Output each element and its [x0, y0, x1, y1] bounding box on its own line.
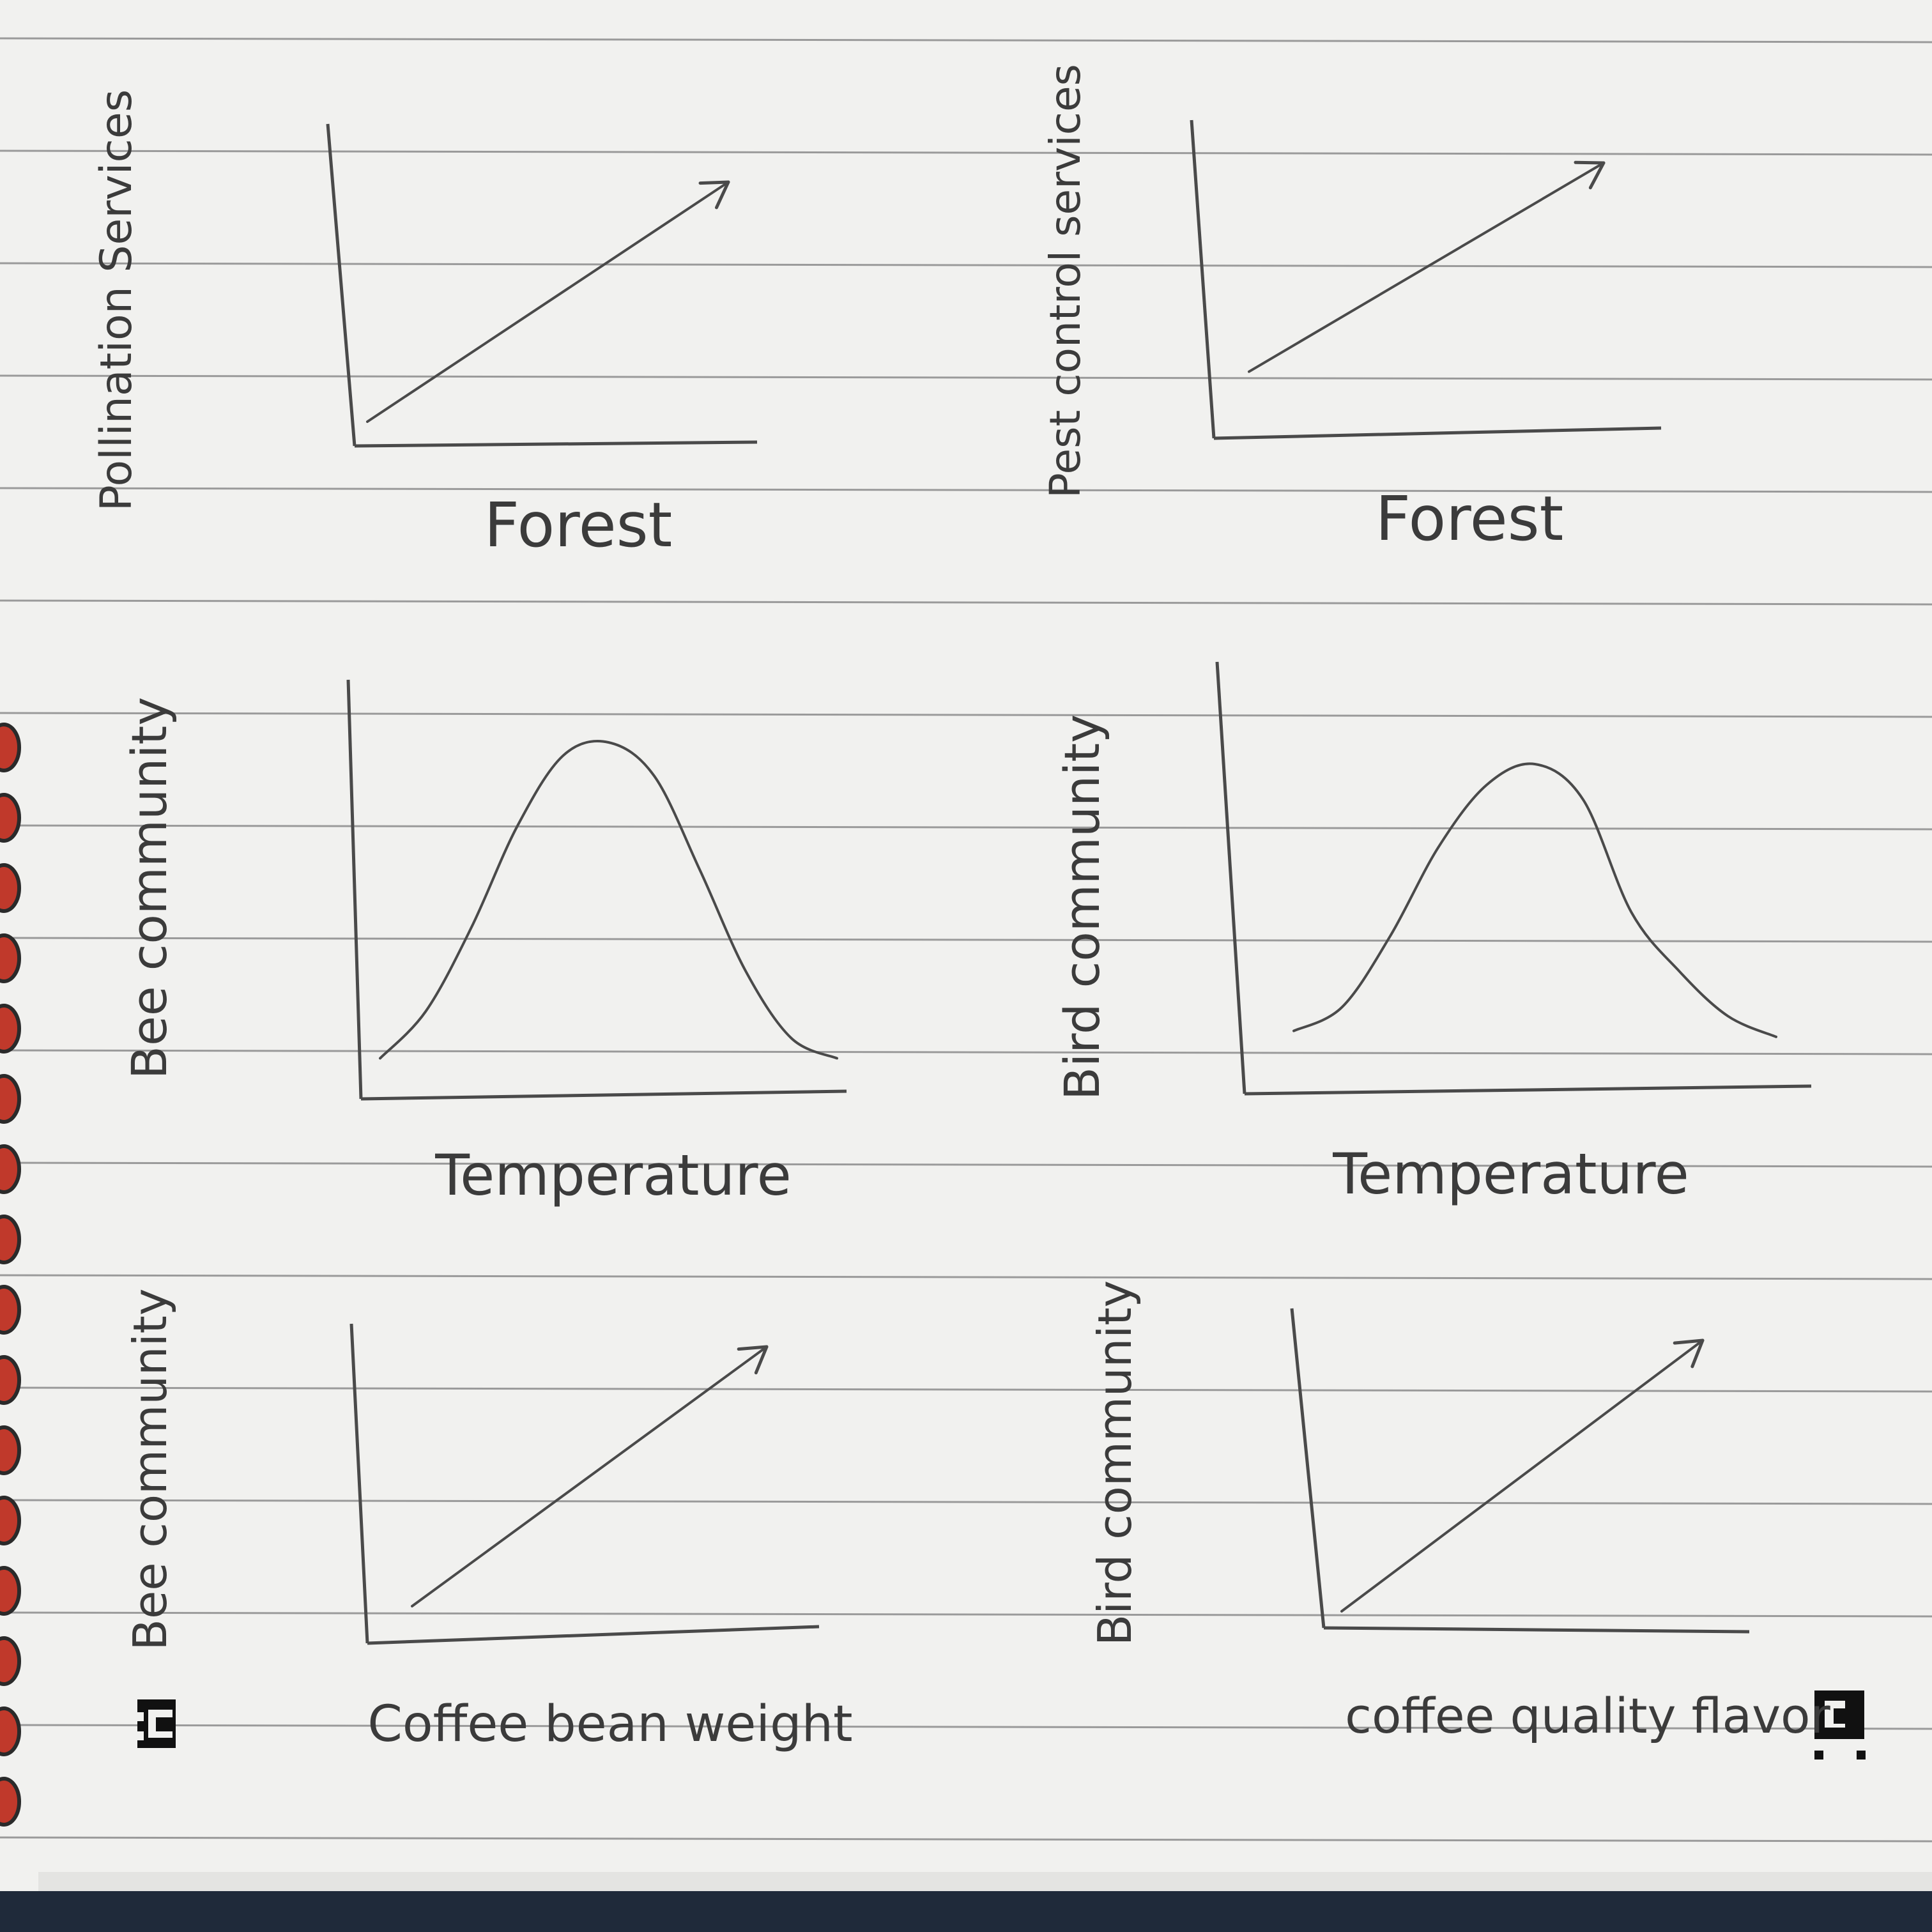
x-axis-label: Coffee bean weight [367, 1696, 852, 1753]
x-axis [367, 1625, 820, 1645]
plot-area [1340, 1338, 1705, 1613]
series-line [366, 181, 730, 423]
y-axis [1215, 661, 1246, 1094]
y-axis [1190, 119, 1216, 439]
x-axis [1213, 426, 1662, 440]
y-axis [346, 679, 363, 1100]
rule-line [0, 1724, 1932, 1730]
arrow-head-stroke [1588, 161, 1606, 190]
x-axis [1323, 1626, 1750, 1634]
x-axis [1244, 1084, 1812, 1096]
spiral-ring [0, 1496, 21, 1545]
spiral-ring [0, 1285, 21, 1335]
plot-area [411, 1345, 769, 1607]
chart-bird-community-coffee-quality: Bird community coffee quality flavor [1088, 1280, 1831, 1744]
plot-area [1248, 160, 1606, 373]
arrow-head-stroke [1673, 1338, 1705, 1345]
spiral-ring [0, 723, 21, 772]
chart-pest-control-forest: Pest control services Forest [1041, 64, 1662, 555]
ruled-lines [0, 37, 1932, 1843]
y-axis-label: Pest control services [1041, 64, 1090, 498]
x-axis-label: Forest [484, 489, 673, 561]
chart-pollination-forest: Pollination Services Forest [91, 89, 758, 561]
rule-line [0, 599, 1932, 606]
spiral-ring [0, 1074, 21, 1124]
rule-line [0, 1274, 1932, 1280]
arrow-head-stroke [737, 1345, 769, 1351]
chart-bird-community-temperature: Bird community Temperature [1054, 661, 1812, 1207]
corner-marker-right [1814, 1690, 1866, 1759]
y-axis-label: Bird community [1088, 1280, 1142, 1646]
y-axis [1290, 1308, 1326, 1629]
rule-line [0, 374, 1932, 381]
spiral-ring [0, 933, 21, 983]
rule-line [0, 712, 1932, 718]
arrow-head-stroke [1574, 160, 1606, 165]
y-axis-label: Pollination Services [91, 89, 142, 511]
spiral-ring [0, 1144, 21, 1194]
spiral-ring [0, 1566, 21, 1616]
x-axis [354, 440, 758, 448]
spiral-ring [0, 793, 21, 843]
spiral-ring [0, 1215, 21, 1264]
arrow-head-stroke [714, 180, 730, 210]
spiral-ring [0, 1355, 21, 1405]
rule-line [0, 1611, 1932, 1618]
spiral-ring [0, 1004, 21, 1054]
x-axis-label: Forest [1376, 483, 1564, 555]
arrow-head-stroke [754, 1345, 769, 1375]
rule-line [0, 1162, 1932, 1168]
y-axis [326, 123, 356, 447]
rule-line [0, 37, 1932, 43]
series-line [1248, 162, 1605, 373]
spiral-ring [0, 1706, 21, 1756]
y-axis-label: Bird community [1054, 714, 1110, 1100]
page-bottom-edge [38, 1872, 1932, 1891]
spiral-binding [0, 723, 21, 1827]
rule-line [0, 1049, 1932, 1055]
series-line [1292, 762, 1777, 1038]
rule-line [0, 937, 1932, 943]
x-axis-label: Temperature [1332, 1141, 1689, 1207]
x-axis-label: coffee quality flavor [1345, 1687, 1830, 1744]
spiral-ring [0, 863, 21, 913]
series-line [1340, 1339, 1704, 1613]
rule-line [0, 262, 1932, 268]
rule-line [0, 824, 1932, 831]
y-axis-label: Bee community [123, 1289, 177, 1651]
y-axis-label: Bee community [121, 697, 178, 1079]
spiral-ring [0, 1777, 21, 1827]
rule-line [0, 1836, 1932, 1843]
spiral-ring [0, 1425, 21, 1475]
chart-bee-community-coffee-bean-weight: Bee community Coffee bean weight [123, 1289, 853, 1753]
plot-area [1292, 762, 1777, 1038]
chart-bee-community-temperature: Bee community Temperature [121, 679, 847, 1208]
rule-line [0, 1499, 1932, 1505]
series-line [411, 1346, 768, 1607]
notebook-cover-edge [0, 1891, 1932, 1932]
arrow-head-stroke [698, 180, 730, 185]
series-line [379, 740, 838, 1060]
plot-area [379, 740, 838, 1060]
rule-line [0, 487, 1932, 493]
plot-area [366, 180, 730, 423]
spiral-ring [0, 1636, 21, 1686]
x-axis [360, 1089, 847, 1101]
arrow-head-stroke [1690, 1338, 1705, 1368]
x-axis-label: Temperature [434, 1142, 791, 1208]
corner-marker-left [137, 1699, 176, 1748]
y-axis [349, 1323, 369, 1644]
rule-line [0, 1386, 1932, 1393]
rule-line [0, 150, 1932, 156]
